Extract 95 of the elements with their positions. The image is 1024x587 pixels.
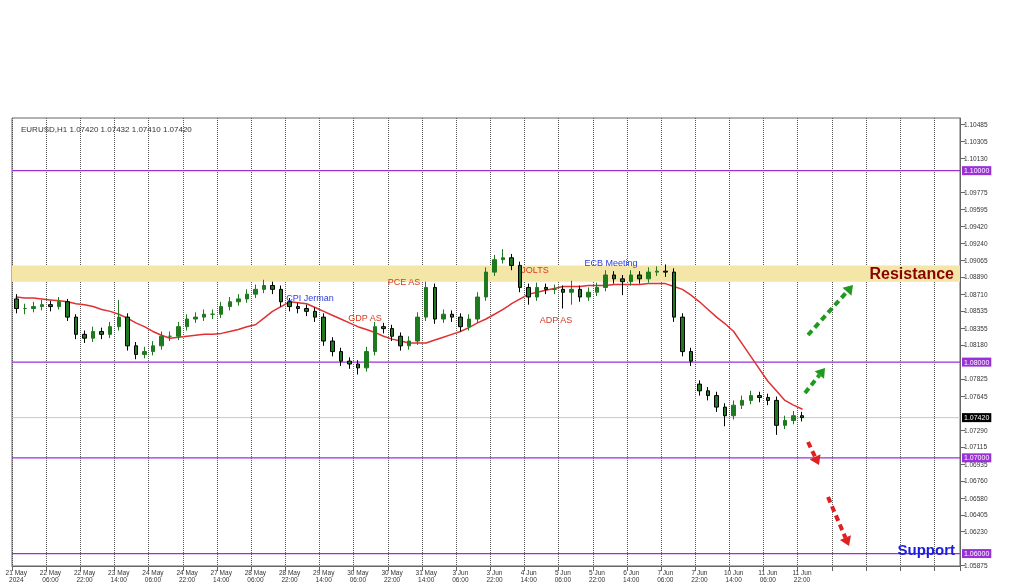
candlestick (749, 390, 753, 405)
candlestick (82, 330, 87, 344)
candlestick (757, 391, 762, 403)
candlestick (783, 415, 787, 430)
candlestick (655, 265, 659, 277)
candlestick (569, 280, 574, 306)
candlestick (48, 300, 53, 312)
candlestick (501, 248, 505, 264)
candlestick (262, 279, 266, 294)
candlestick (680, 312, 685, 357)
candlestick (467, 313, 471, 332)
candlestick (373, 321, 377, 356)
candlestick (296, 302, 300, 314)
candlestick (65, 298, 70, 322)
candlestick (279, 285, 283, 308)
candlestick (57, 296, 61, 310)
candlestick (108, 321, 112, 339)
annotation: ADP AS (539, 315, 573, 325)
candlestick (740, 395, 744, 410)
candlestick (586, 286, 591, 302)
candlestick (228, 296, 232, 311)
candlestick (620, 274, 625, 296)
candlestick (134, 341, 138, 360)
candlestick (415, 311, 420, 346)
candlestick (475, 291, 480, 324)
candlestick (433, 283, 437, 325)
candlestick (321, 312, 326, 347)
candlestick (356, 359, 360, 376)
candlestick (99, 327, 104, 340)
candlestick (364, 346, 369, 373)
candlestick (458, 312, 463, 332)
candlestick (723, 402, 727, 427)
candlestick (339, 347, 343, 367)
candlestick (159, 330, 164, 351)
candlestick (509, 253, 514, 271)
candlestick (74, 313, 78, 340)
candlestick (714, 391, 719, 413)
text: EURUSD,H1 1.07420 1.07432 1.07410 1.07420 (21, 124, 193, 134)
candlestick (441, 308, 446, 324)
candlestick (219, 301, 223, 319)
candlestick (646, 266, 651, 284)
candlestick (40, 299, 44, 311)
candlestick (424, 281, 428, 322)
candlestick (125, 312, 130, 352)
candlestick (193, 311, 198, 324)
candlestick (595, 282, 599, 297)
candlestick (526, 283, 531, 306)
candlestick (31, 301, 36, 313)
candlestick (697, 379, 702, 397)
candlestick (14, 293, 19, 314)
candlestick (637, 270, 642, 285)
annotation: ECB Meeting (584, 258, 638, 268)
candlestick (381, 322, 386, 334)
candlestick (629, 269, 633, 287)
candlestick (791, 410, 796, 425)
candlestick (672, 267, 676, 323)
candlestick (390, 324, 394, 342)
candlestick (774, 396, 779, 436)
annotation: GDP AS (348, 313, 382, 323)
candlestick (347, 356, 352, 370)
candlestick (398, 331, 403, 352)
candlestick (313, 307, 317, 323)
candlestick (603, 269, 608, 292)
candlestick (578, 285, 582, 303)
candlestick (731, 399, 736, 421)
candlestick (544, 283, 548, 295)
candlestick (484, 266, 488, 302)
candlestick (766, 393, 770, 406)
candlestick (117, 299, 121, 332)
candlestick (245, 288, 249, 304)
candlestick (91, 326, 95, 343)
candlestick (518, 261, 522, 293)
candlestick (535, 282, 539, 302)
candlestick (236, 293, 241, 307)
candlestick (253, 284, 258, 299)
candlestick (330, 336, 335, 357)
band-label: Resistance (869, 265, 955, 283)
candlestick (612, 270, 616, 285)
candlestick (800, 411, 804, 422)
annotation: CPI Jerman (286, 293, 334, 303)
candlestick (689, 347, 693, 367)
candlestick (142, 346, 147, 359)
candlestick (304, 304, 309, 317)
candlestick (185, 313, 189, 332)
candlestick (561, 285, 565, 309)
candlestick (407, 335, 411, 351)
annotation: PCE AS (387, 277, 421, 287)
candlestick (450, 309, 454, 323)
candlestick (202, 308, 206, 322)
candlestick (151, 340, 155, 356)
candlestick (492, 254, 497, 277)
candlestick (270, 281, 275, 295)
candlestick (176, 321, 181, 341)
candlestick (663, 263, 668, 278)
candlestick (706, 386, 710, 401)
